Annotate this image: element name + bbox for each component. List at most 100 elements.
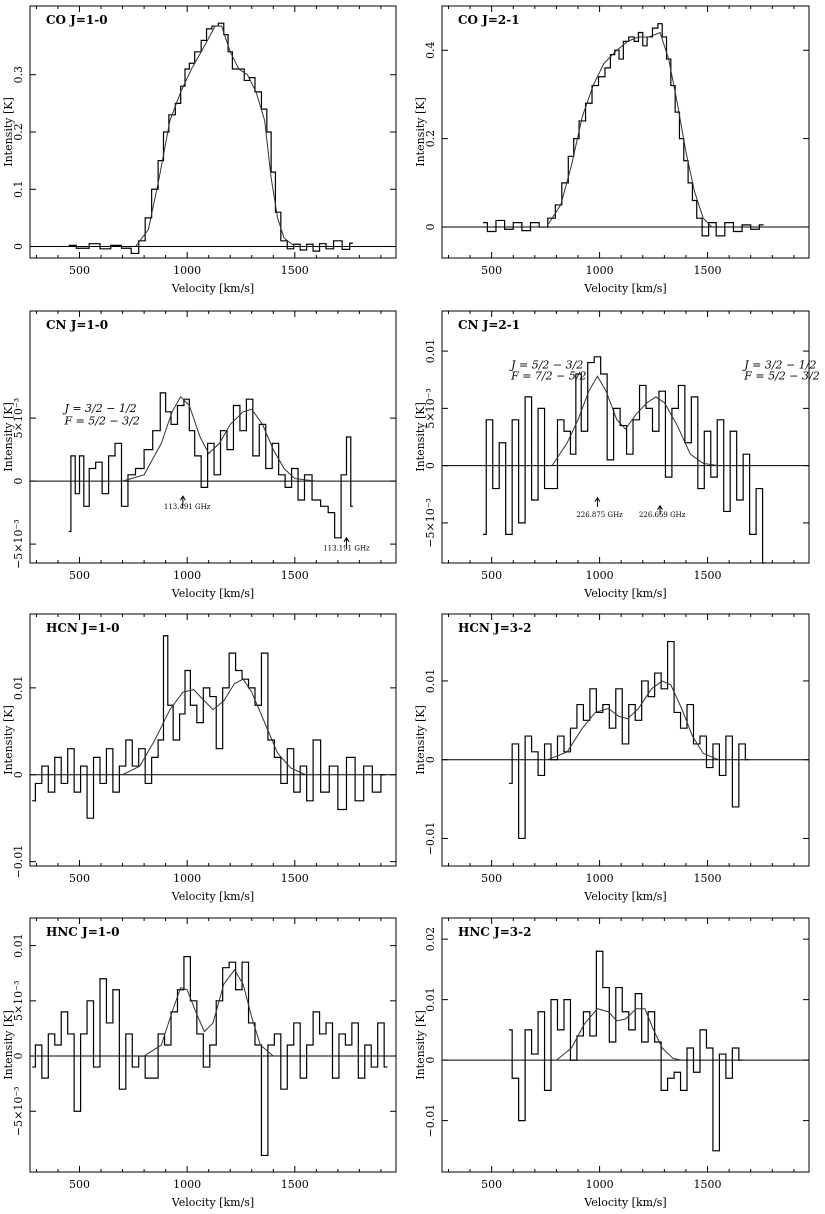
y-tick-label: 0.01	[424, 987, 437, 1012]
y-axis-label: Intensity [K]	[2, 402, 15, 472]
plot-frame	[441, 613, 810, 867]
frequency-label: 226.875 GHz	[576, 511, 623, 519]
fit-curve	[551, 375, 719, 467]
x-tick-label: 1500	[694, 872, 722, 885]
y-tick-label: 0	[424, 224, 437, 231]
spectrum-line	[32, 635, 386, 819]
x-tick-label: 1000	[173, 872, 201, 885]
panel-title: CN J=2-1	[458, 318, 520, 332]
x-tick-label: 1000	[586, 264, 614, 277]
y-tick-label: 0	[12, 1053, 25, 1060]
x-tick-label: 1000	[586, 569, 614, 582]
y-tick-label: 0.3	[12, 66, 25, 84]
y-tick-label: 0.01	[424, 669, 437, 694]
x-tick-label: 500	[481, 264, 502, 277]
plot-frame	[29, 5, 397, 259]
x-tick-label: 500	[69, 569, 90, 582]
x-tick-label: 1000	[173, 264, 201, 277]
y-tick-label: −0.01	[12, 845, 25, 879]
y-tick-label: 0	[424, 756, 437, 763]
x-tick-label: 1500	[694, 569, 722, 582]
y-tick-label: 0.01	[424, 339, 437, 364]
panel-hnc-10: 500 1000 1500 −5×10⁻³ 0 5×10⁻³ 0.01 HNC J=1-0 Ve…	[2, 917, 397, 1209]
x-axis-label: Velocity [km/s]	[171, 890, 254, 903]
transition-label: J = 3/2 − 1/2	[62, 402, 136, 415]
fit-curve	[143, 969, 274, 1057]
fit-curve	[547, 31, 713, 228]
arrow-head	[657, 504, 663, 510]
y-axis-label: Intensity [K]	[414, 1010, 427, 1080]
x-tick-label: 1500	[281, 264, 309, 277]
y-tick-label: 0.2	[424, 130, 437, 148]
fit-curve	[556, 1008, 682, 1061]
y-tick-label: 0.2	[12, 123, 25, 141]
y-axis-label: Intensity [K]	[414, 402, 427, 472]
panel-title: HNC J=1-0	[46, 925, 119, 939]
x-tick-label: 1000	[586, 1178, 614, 1191]
transition-label: F = 5/2 − 3/2	[63, 414, 139, 427]
transition-label: F = 7/2 − 5/2	[510, 370, 586, 383]
plot-frame	[441, 917, 810, 1173]
x-axis-label: Velocity [km/s]	[171, 587, 254, 600]
x-tick-label: 500	[481, 872, 502, 885]
y-tick-label: 0	[424, 462, 437, 469]
panel-hnc-32: 500 1000 1500 −0.01 0 0.01 0.02 HNC J=3-2 Veloci…	[414, 917, 810, 1209]
y-tick-label: 5×10⁻³	[12, 398, 25, 438]
x-axis-label: Velocity [km/s]	[583, 1196, 666, 1209]
y-tick-label: 0.01	[12, 933, 25, 958]
x-tick-label: 1500	[281, 872, 309, 885]
y-tick-label: 0	[12, 771, 25, 778]
panel-title: HCN J=3-2	[458, 621, 531, 635]
y-tick-label: 0.1	[12, 181, 25, 199]
fit-curve	[122, 678, 306, 776]
x-tick-label: 1000	[173, 569, 201, 582]
frequency-label: 113.491 GHz	[164, 503, 211, 511]
panel-title: CN J=1-0	[46, 318, 108, 332]
y-tick-label: 0.02	[424, 927, 437, 952]
y-axis-label: Intensity [K]	[414, 97, 427, 167]
spectrum-line	[483, 356, 766, 564]
spectrum-line	[508, 950, 743, 1152]
panel-title: CO J=1-0	[46, 13, 108, 27]
y-axis-label: Intensity [K]	[414, 705, 427, 775]
spectrum-line	[32, 956, 388, 1157]
x-tick-label: 500	[69, 264, 90, 277]
y-tick-label: 0	[12, 478, 25, 485]
panel-cn-10: 500 1000 1500 0 5×10⁻³ −5×10⁻³ J = 3/2 − 1/2F …	[2, 310, 397, 600]
x-tick-label: 1500	[694, 1178, 722, 1191]
transition-label: J = 3/2 − 1/2	[742, 358, 816, 371]
plot-frame	[441, 310, 810, 564]
x-axis-label: Velocity [km/s]	[583, 890, 666, 903]
x-tick-label: 1000	[586, 872, 614, 885]
arrow-head	[594, 496, 601, 502]
spectrum-line	[483, 23, 764, 237]
y-tick-label: 5×10⁻³	[12, 981, 25, 1021]
y-tick-label: 5×10⁻³	[424, 388, 437, 428]
x-tick-label: 500	[69, 1178, 90, 1191]
panel-title: HCN J=1-0	[46, 621, 119, 635]
spectrum-line	[68, 392, 353, 539]
plot-frame	[29, 613, 397, 867]
panel-title: HNC J=3-2	[458, 925, 531, 939]
panel-cn-21: 500 1000 1500 0 5×10⁻³ 0.01 −5×10⁻³ J = 5/2 − 3…	[414, 310, 820, 600]
x-tick-label: 1500	[281, 569, 309, 582]
fit-curve	[122, 395, 317, 482]
transition-label: J = 5/2 − 3/2	[509, 358, 583, 371]
y-tick-label: −0.01	[424, 1104, 437, 1138]
x-tick-label: 500	[481, 569, 502, 582]
panel-title: CO J=2-1	[458, 13, 520, 27]
y-tick-label: −5×10⁻³	[424, 498, 437, 548]
fit-curve	[547, 680, 719, 761]
x-axis-label: Velocity [km/s]	[583, 587, 666, 600]
y-axis-label: Intensity [K]	[2, 1010, 15, 1080]
x-axis-label: Velocity [km/s]	[171, 282, 254, 295]
y-tick-label: 0.4	[424, 41, 437, 59]
spectrum-line	[68, 22, 353, 255]
x-tick-label: 1500	[694, 264, 722, 277]
y-tick-label: −5×10⁻³	[12, 519, 25, 569]
y-tick-label: 0	[12, 243, 25, 250]
plot-frame	[441, 5, 810, 259]
panel-hcn-10: 500 1000 1500 −0.01 0 0.01 HCN J=1-0 Velocity […	[2, 613, 397, 903]
spectrum-line	[508, 640, 749, 840]
arrow-head	[343, 536, 350, 543]
